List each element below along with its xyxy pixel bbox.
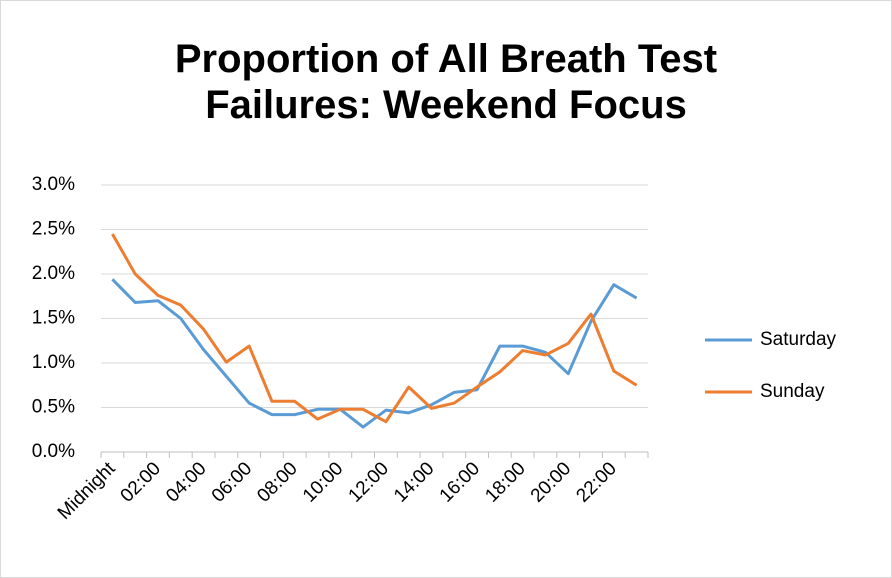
y-tick-label: 2.0% [32, 263, 75, 284]
y-tick-label: 3.0% [32, 174, 75, 195]
y-tick-label: 2.5% [32, 219, 75, 240]
legend-label: Sunday [760, 381, 825, 402]
chart-title: Proportion of All Breath Test Failures: … [174, 37, 718, 127]
line-series [111, 233, 638, 424]
y-tick-label: 1.5% [32, 308, 75, 329]
y-tick-label: 0.0% [32, 441, 75, 462]
y-tick-label: 1.0% [32, 352, 75, 373]
y-tick-label: 0.5% [32, 397, 75, 418]
legend-label: Saturday [760, 329, 837, 350]
line-series [111, 278, 638, 429]
